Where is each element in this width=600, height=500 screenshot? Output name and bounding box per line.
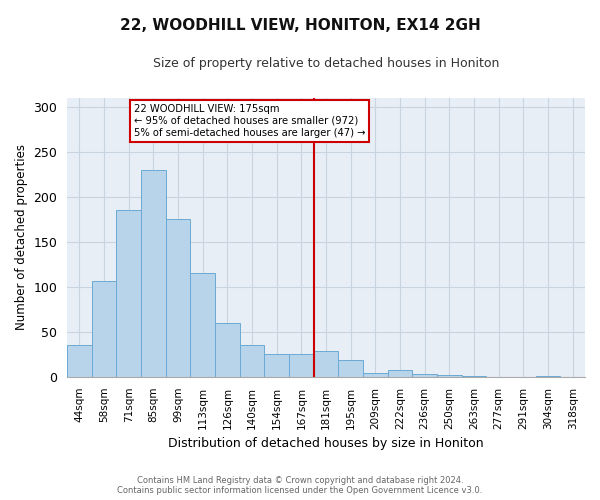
Bar xyxy=(141,170,166,377)
Bar xyxy=(338,360,363,377)
Bar xyxy=(437,375,462,377)
X-axis label: Distribution of detached houses by size in Honiton: Distribution of detached houses by size … xyxy=(168,437,484,450)
Bar xyxy=(412,374,437,377)
Bar xyxy=(215,323,240,377)
Bar xyxy=(388,370,412,377)
Bar xyxy=(240,346,265,377)
Text: 22, WOODHILL VIEW, HONITON, EX14 2GH: 22, WOODHILL VIEW, HONITON, EX14 2GH xyxy=(119,18,481,32)
Bar xyxy=(314,350,338,377)
Title: Size of property relative to detached houses in Honiton: Size of property relative to detached ho… xyxy=(153,58,499,70)
Bar xyxy=(462,376,487,377)
Bar xyxy=(116,210,141,377)
Bar xyxy=(67,346,92,377)
Bar xyxy=(190,272,215,377)
Bar xyxy=(265,354,289,377)
Bar xyxy=(92,280,116,377)
Bar xyxy=(289,354,314,377)
Y-axis label: Number of detached properties: Number of detached properties xyxy=(15,144,28,330)
Bar xyxy=(536,376,560,377)
Text: 22 WOODHILL VIEW: 175sqm
← 95% of detached houses are smaller (972)
5% of semi-d: 22 WOODHILL VIEW: 175sqm ← 95% of detach… xyxy=(134,104,365,138)
Bar xyxy=(166,218,190,377)
Bar xyxy=(363,373,388,377)
Text: Contains HM Land Registry data © Crown copyright and database right 2024.
Contai: Contains HM Land Registry data © Crown c… xyxy=(118,476,482,495)
